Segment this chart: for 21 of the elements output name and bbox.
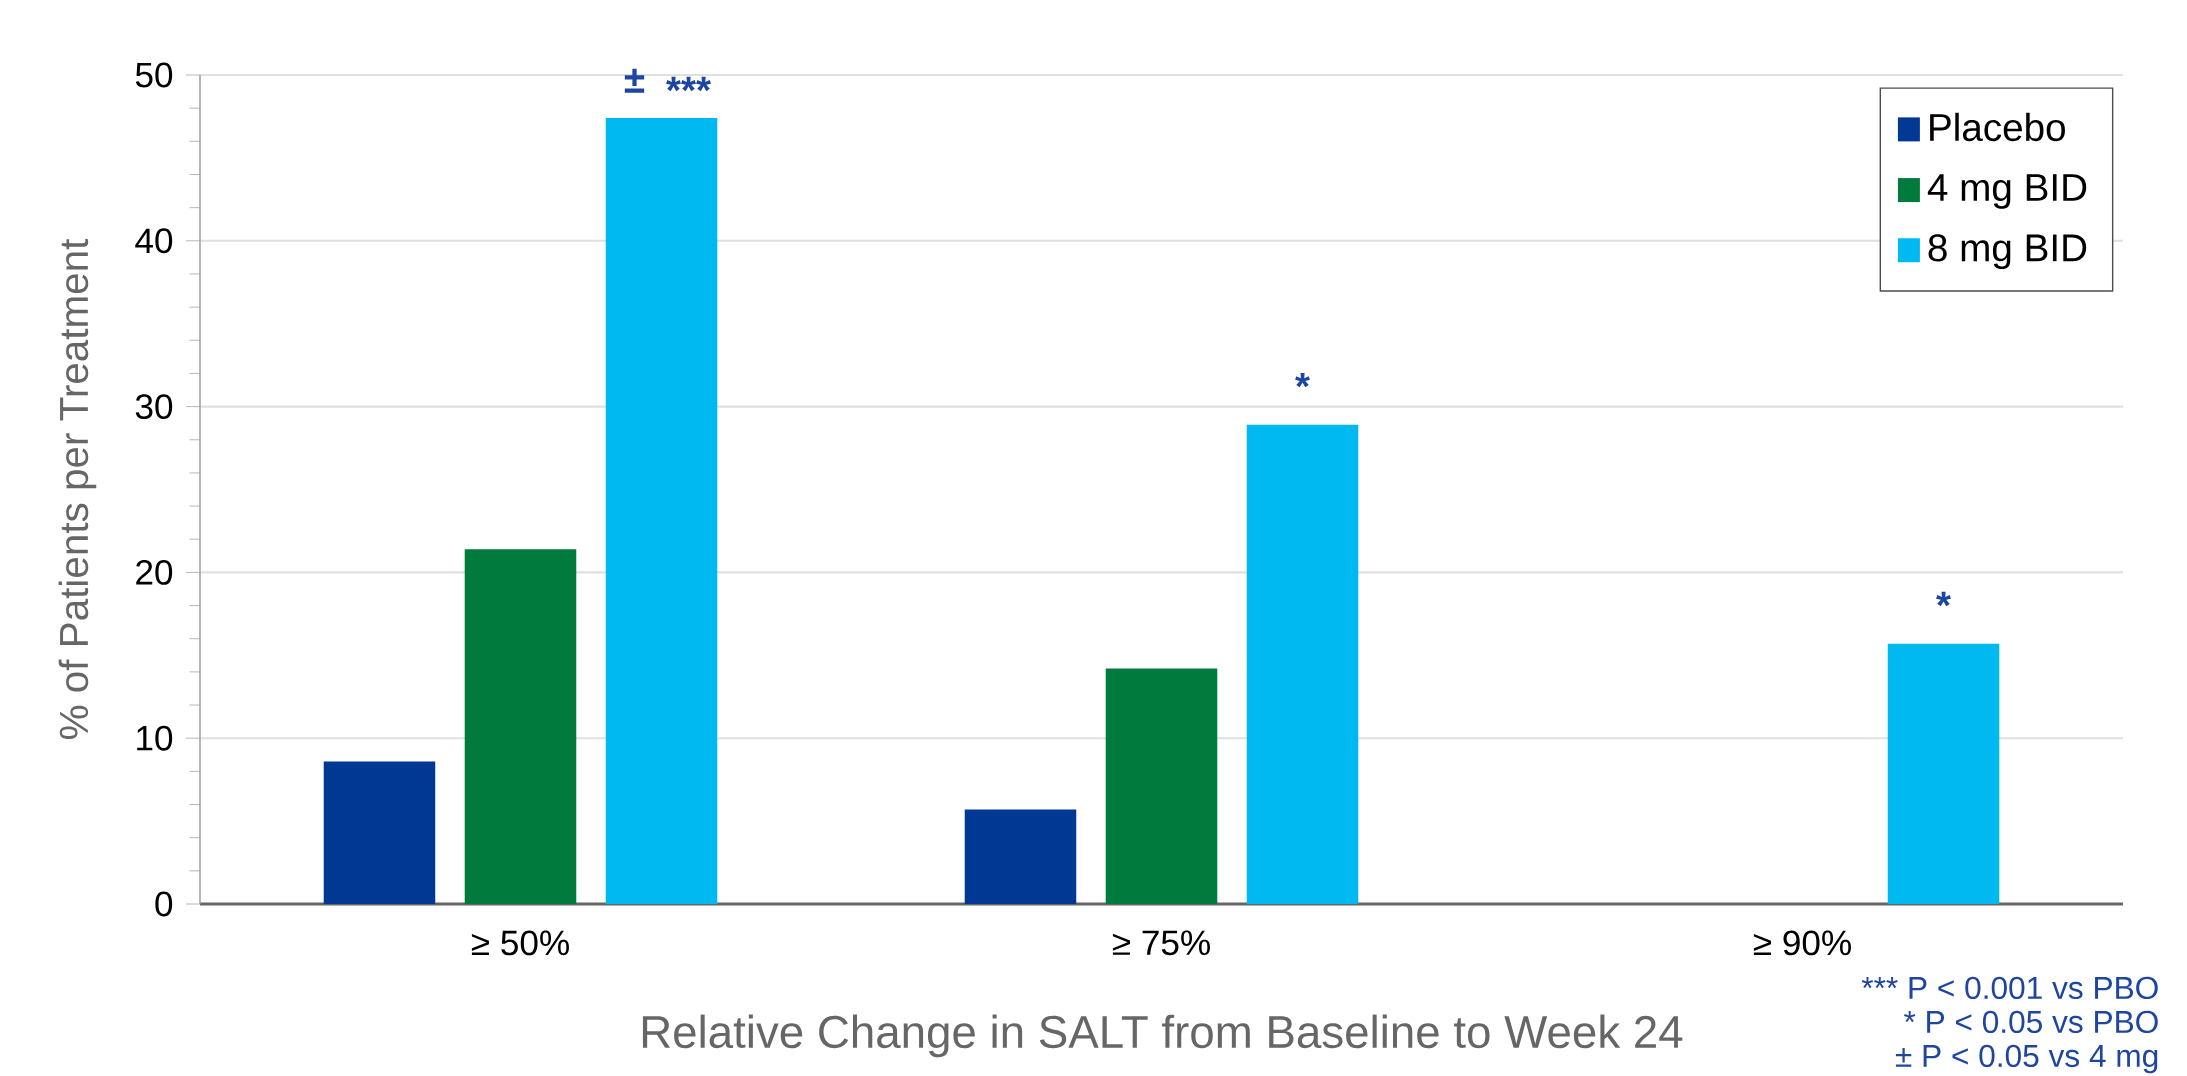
x-tick-label: ≥ 75% <box>1112 930 1210 956</box>
y-tick-label: 20 <box>136 559 173 585</box>
y-tick-label: 0 <box>155 891 173 917</box>
legend-label: 8 mg BID <box>1928 234 2087 270</box>
annotation: ± <box>624 68 645 93</box>
text: * P < 0.05 vs PBO <box>1903 1010 2158 1034</box>
annotation: * <box>1936 591 1951 607</box>
legend-label: Placebo <box>1930 112 2065 142</box>
legend-label: 4 mg BID <box>1927 174 2087 209</box>
x-axis-title: Relative Change in SALT from Baseline to Week 24 <box>642 1014 1683 1058</box>
y-tick-label: 40 <box>135 228 173 254</box>
y-tick-label: 30 <box>135 394 173 420</box>
y-tick-label: 10 <box>137 725 173 751</box>
annotation: *** <box>666 76 711 92</box>
y-tick-label: 50 <box>135 62 173 88</box>
y-axis-title: % of Patients per Treatment <box>58 238 97 739</box>
x-tick-label: ≥ 90% <box>1753 930 1851 956</box>
x-tick-label: ≥ 50% <box>471 930 569 956</box>
annotation: * <box>1295 372 1310 388</box>
text: ± P < 0.05 vs 4 mg <box>1895 1044 2158 1074</box>
text: *** P < 0.001 vs PBO <box>1861 976 2158 1000</box>
